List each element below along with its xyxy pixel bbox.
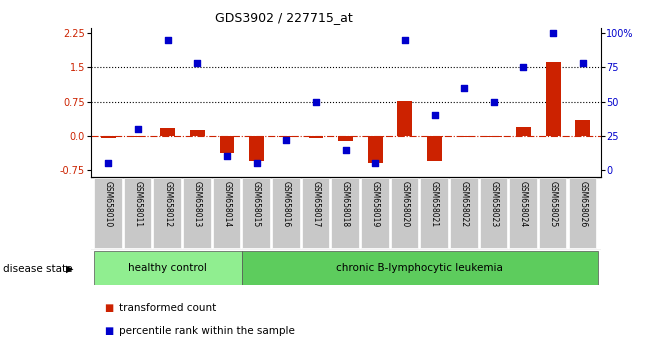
Text: GSM658022: GSM658022 bbox=[460, 181, 468, 227]
Text: GSM658014: GSM658014 bbox=[223, 181, 231, 227]
Text: GSM658024: GSM658024 bbox=[519, 181, 528, 227]
FancyBboxPatch shape bbox=[154, 178, 181, 248]
Text: GSM658021: GSM658021 bbox=[430, 181, 439, 227]
FancyBboxPatch shape bbox=[539, 178, 566, 248]
Point bbox=[311, 99, 321, 104]
Text: GSM658025: GSM658025 bbox=[549, 181, 558, 227]
Bar bbox=[190, 130, 205, 136]
Bar bbox=[101, 136, 116, 138]
FancyBboxPatch shape bbox=[480, 178, 507, 248]
Text: GSM658018: GSM658018 bbox=[341, 181, 350, 227]
Point bbox=[192, 60, 203, 66]
Point bbox=[162, 37, 173, 42]
Bar bbox=[131, 136, 146, 137]
Text: percentile rank within the sample: percentile rank within the sample bbox=[119, 326, 295, 336]
Bar bbox=[516, 127, 531, 136]
FancyBboxPatch shape bbox=[331, 178, 359, 248]
Bar bbox=[242, 251, 598, 285]
Bar bbox=[93, 251, 242, 285]
FancyBboxPatch shape bbox=[509, 178, 537, 248]
Text: GSM658015: GSM658015 bbox=[252, 181, 261, 227]
FancyBboxPatch shape bbox=[450, 178, 478, 248]
Point bbox=[281, 137, 292, 143]
Point bbox=[370, 160, 380, 166]
FancyBboxPatch shape bbox=[183, 178, 211, 248]
FancyBboxPatch shape bbox=[361, 178, 389, 248]
Point bbox=[548, 30, 558, 36]
Bar bbox=[427, 136, 442, 161]
Text: GSM658019: GSM658019 bbox=[370, 181, 380, 227]
FancyBboxPatch shape bbox=[123, 178, 152, 248]
FancyBboxPatch shape bbox=[568, 178, 596, 248]
Text: GDS3902 / 227715_at: GDS3902 / 227715_at bbox=[215, 11, 352, 24]
FancyBboxPatch shape bbox=[242, 178, 270, 248]
Point bbox=[459, 85, 470, 91]
Point bbox=[488, 99, 499, 104]
Text: GSM658026: GSM658026 bbox=[578, 181, 587, 227]
Text: ■: ■ bbox=[104, 303, 113, 313]
Text: healthy control: healthy control bbox=[128, 263, 207, 273]
Text: transformed count: transformed count bbox=[119, 303, 216, 313]
Point bbox=[577, 60, 588, 66]
Text: ■: ■ bbox=[104, 326, 113, 336]
FancyBboxPatch shape bbox=[272, 178, 300, 248]
Text: GSM658023: GSM658023 bbox=[489, 181, 499, 227]
Text: disease state: disease state bbox=[3, 264, 73, 274]
Bar bbox=[160, 127, 175, 136]
Bar bbox=[575, 120, 590, 136]
Bar bbox=[368, 136, 382, 163]
Text: GSM658017: GSM658017 bbox=[311, 181, 321, 227]
FancyBboxPatch shape bbox=[213, 178, 240, 248]
Point bbox=[133, 126, 144, 132]
Text: GSM658020: GSM658020 bbox=[401, 181, 409, 227]
FancyBboxPatch shape bbox=[302, 178, 329, 248]
Point bbox=[518, 64, 529, 70]
Point bbox=[221, 154, 232, 159]
Point bbox=[340, 147, 351, 152]
Point bbox=[251, 160, 262, 166]
Text: ▶: ▶ bbox=[66, 264, 73, 274]
FancyBboxPatch shape bbox=[391, 178, 418, 248]
Bar bbox=[457, 136, 472, 137]
Point bbox=[103, 160, 114, 166]
Bar bbox=[546, 62, 560, 136]
Bar bbox=[249, 136, 264, 161]
Text: chronic B-lymphocytic leukemia: chronic B-lymphocytic leukemia bbox=[336, 263, 503, 273]
Bar bbox=[338, 136, 353, 141]
Point bbox=[399, 37, 410, 42]
Text: GSM658010: GSM658010 bbox=[104, 181, 113, 227]
Bar bbox=[279, 136, 294, 137]
Bar bbox=[486, 136, 501, 137]
Bar bbox=[397, 101, 412, 136]
FancyBboxPatch shape bbox=[420, 178, 448, 248]
Bar bbox=[219, 136, 234, 153]
FancyBboxPatch shape bbox=[94, 178, 121, 248]
Text: GSM658016: GSM658016 bbox=[282, 181, 291, 227]
Point bbox=[429, 113, 440, 118]
Text: GSM658011: GSM658011 bbox=[134, 181, 142, 227]
Text: GSM658013: GSM658013 bbox=[193, 181, 202, 227]
Text: GSM658012: GSM658012 bbox=[163, 181, 172, 227]
Bar bbox=[309, 136, 323, 138]
